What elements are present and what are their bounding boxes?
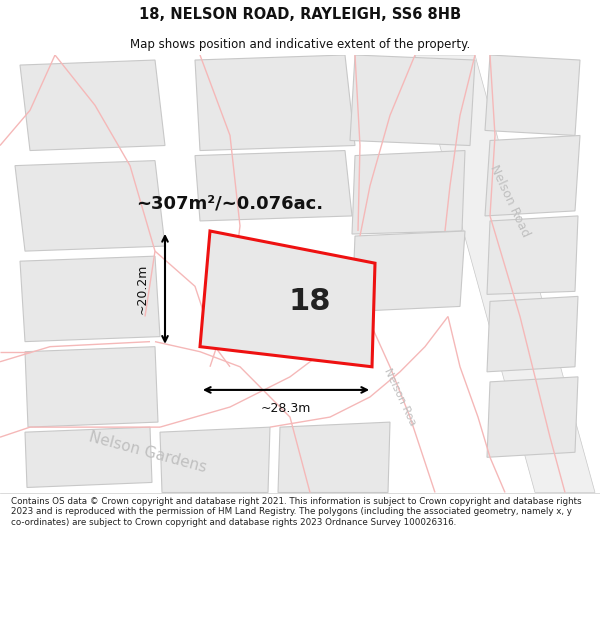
Polygon shape xyxy=(160,427,270,493)
Polygon shape xyxy=(485,55,580,136)
Text: Nelson Road: Nelson Road xyxy=(488,162,532,239)
Text: 18, NELSON ROAD, RAYLEIGH, SS6 8HB: 18, NELSON ROAD, RAYLEIGH, SS6 8HB xyxy=(139,7,461,22)
Polygon shape xyxy=(485,136,580,216)
Polygon shape xyxy=(415,55,595,493)
Polygon shape xyxy=(487,377,578,458)
Text: Map shows position and indicative extent of the property.: Map shows position and indicative extent… xyxy=(130,38,470,51)
Text: Nelson Roa: Nelson Roa xyxy=(382,367,418,428)
Polygon shape xyxy=(487,296,578,372)
Polygon shape xyxy=(20,60,165,151)
Polygon shape xyxy=(352,231,465,311)
Polygon shape xyxy=(20,256,160,342)
Polygon shape xyxy=(195,151,352,221)
Polygon shape xyxy=(200,231,375,367)
Polygon shape xyxy=(487,216,578,294)
Polygon shape xyxy=(25,347,158,427)
Polygon shape xyxy=(25,427,152,488)
Text: 18: 18 xyxy=(288,288,331,316)
Text: ~20.2m: ~20.2m xyxy=(136,264,149,314)
Text: Contains OS data © Crown copyright and database right 2021. This information is : Contains OS data © Crown copyright and d… xyxy=(11,497,581,527)
Polygon shape xyxy=(352,151,465,234)
Polygon shape xyxy=(350,55,475,146)
Polygon shape xyxy=(15,161,165,251)
Polygon shape xyxy=(195,55,355,151)
Polygon shape xyxy=(278,422,390,492)
Text: Nelson Gardens: Nelson Gardens xyxy=(88,429,209,475)
Text: ~28.3m: ~28.3m xyxy=(261,401,311,414)
Text: ~307m²/~0.076ac.: ~307m²/~0.076ac. xyxy=(136,195,323,213)
